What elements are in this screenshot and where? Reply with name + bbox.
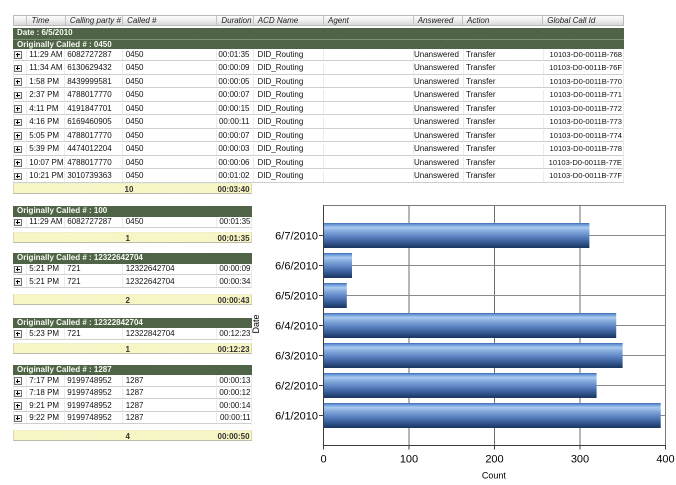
svg-text:0: 0 bbox=[320, 454, 326, 466]
svg-text:6/3/2010: 6/3/2010 bbox=[275, 351, 318, 363]
svg-text:Count: Count bbox=[482, 471, 507, 481]
svg-text:Date: Date bbox=[251, 314, 261, 333]
svg-text:6/6/2010: 6/6/2010 bbox=[275, 261, 318, 273]
svg-text:6/5/2010: 6/5/2010 bbox=[275, 291, 318, 303]
svg-text:6/7/2010: 6/7/2010 bbox=[275, 231, 318, 243]
svg-text:200: 200 bbox=[485, 454, 503, 466]
svg-text:400: 400 bbox=[656, 454, 674, 466]
svg-text:6/1/2010: 6/1/2010 bbox=[275, 411, 318, 423]
svg-text:6/4/2010: 6/4/2010 bbox=[275, 321, 318, 333]
svg-text:100: 100 bbox=[400, 454, 418, 466]
svg-text:6/2/2010: 6/2/2010 bbox=[275, 381, 318, 393]
svg-text:300: 300 bbox=[571, 454, 589, 466]
